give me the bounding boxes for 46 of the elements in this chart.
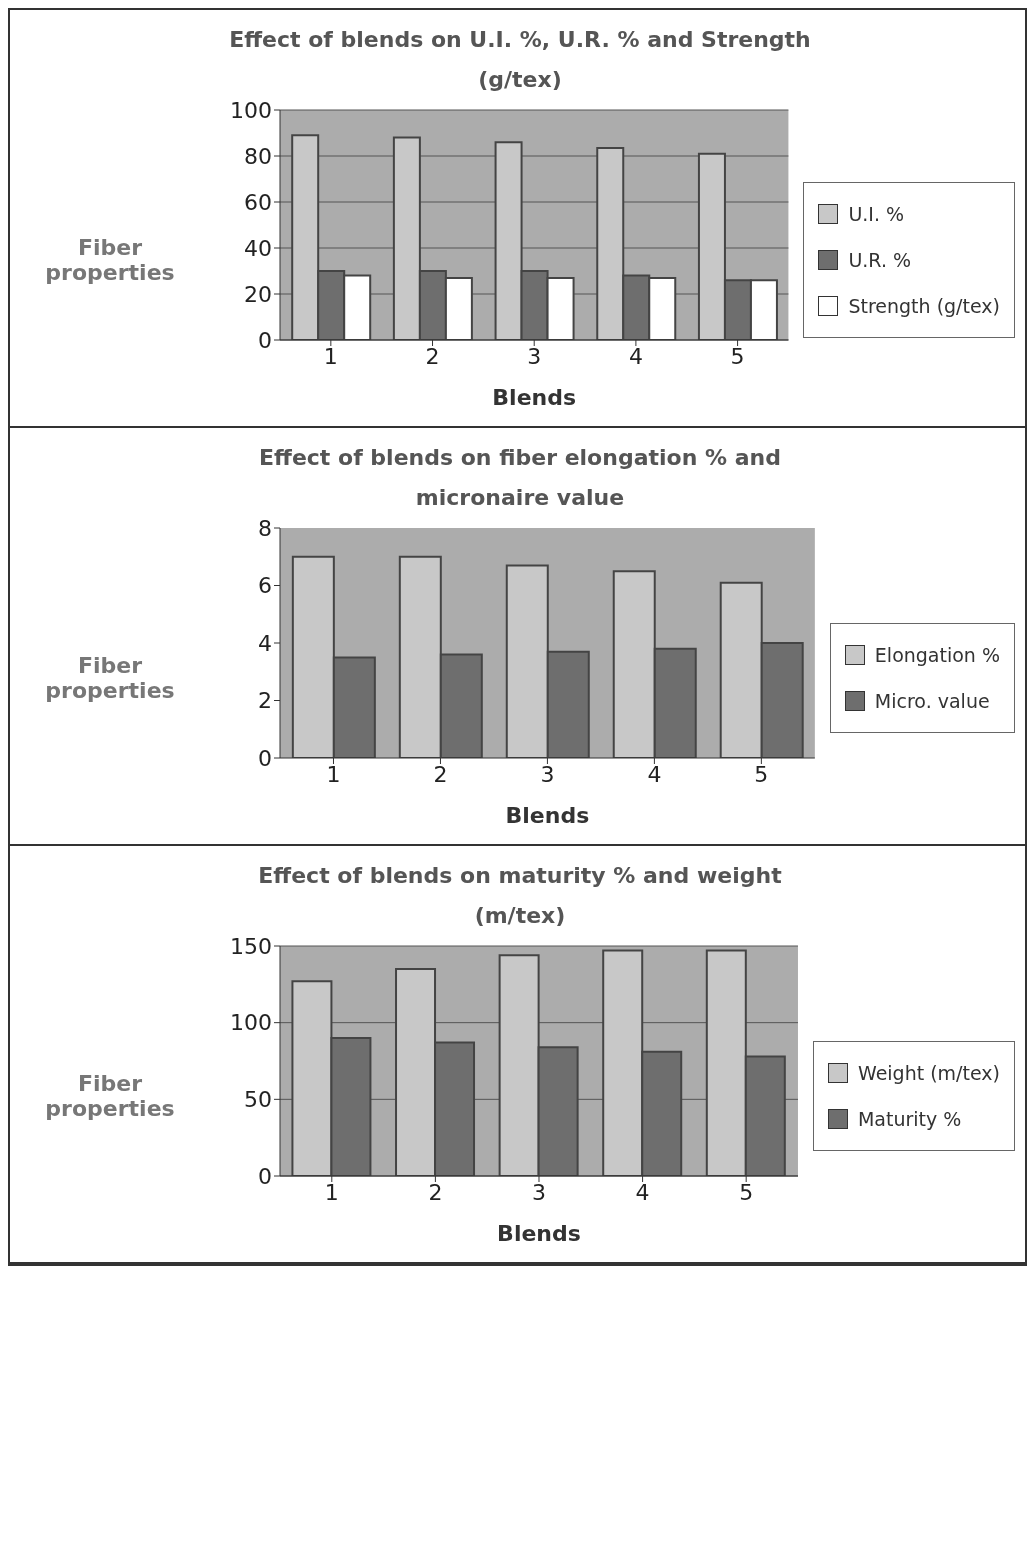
y-tick-label: 60 (244, 189, 272, 215)
x-axis-title: Blends (497, 1221, 581, 1246)
x-tick-label: 2 (425, 343, 440, 369)
y-tick-label: 100 (230, 97, 272, 123)
x-tick-label: 4 (635, 1179, 650, 1205)
y-axis-title: Fiber properties (44, 1071, 176, 1121)
y-tick-label: 4 (258, 630, 272, 656)
x-tick-label: 4 (628, 343, 643, 369)
y-tick-label: 0 (258, 327, 272, 353)
x-tick-label: 3 (527, 343, 542, 369)
x-tick-label: 2 (428, 1179, 443, 1205)
y-axis-title: Fiber properties (44, 235, 176, 285)
y-tick-label: 40 (244, 235, 272, 261)
y-tick-label: 150 (230, 933, 272, 959)
chart-title: Effect of blends on maturity % and weight (m/tex) (258, 863, 782, 928)
x-tick-label: 3 (531, 1179, 546, 1205)
legend-label: Weight (m/tex) (857, 1062, 1000, 1084)
legend-label: Maturity % (857, 1108, 962, 1130)
x-tick-label: 5 (739, 1179, 754, 1205)
x-tick-label: 3 (540, 761, 555, 787)
y-tick-label: 8 (258, 515, 272, 541)
legend-label: Micro. value (874, 690, 990, 712)
legend-label: Strength (g/tex) (848, 295, 1000, 317)
y-tick-label: 50 (244, 1087, 272, 1113)
legend-label: U.I. % (848, 203, 905, 225)
y-tick-label: 6 (258, 573, 272, 599)
y-tick-label: 0 (258, 1163, 272, 1189)
x-tick-label: 1 (324, 1179, 339, 1205)
x-tick-label: 4 (647, 761, 662, 787)
x-tick-label: 5 (730, 343, 745, 369)
legend-label: U.R. % (848, 249, 912, 271)
chart-title: Effect of blends on fiber elongation % and micronaire value (259, 445, 781, 510)
chart-title: Effect of blends on U.I. %, U.R. % and Strength (g/tex) (229, 27, 811, 92)
x-axis-title: Blends (492, 385, 577, 410)
x-tick-label: 1 (323, 343, 338, 369)
y-tick-label: 0 (258, 745, 272, 771)
x-tick-label: 5 (754, 761, 769, 787)
x-tick-label: 1 (326, 761, 341, 787)
legend-label: Elongation % (874, 644, 1000, 666)
y-tick-label: 2 (258, 688, 272, 714)
y-tick-label: 100 (230, 1010, 272, 1036)
y-tick-label: 20 (244, 281, 272, 307)
x-axis-title: Blends (505, 803, 590, 828)
y-tick-label: 80 (244, 143, 272, 169)
x-tick-label: 2 (433, 761, 448, 787)
y-axis-title: Fiber properties (44, 653, 176, 703)
